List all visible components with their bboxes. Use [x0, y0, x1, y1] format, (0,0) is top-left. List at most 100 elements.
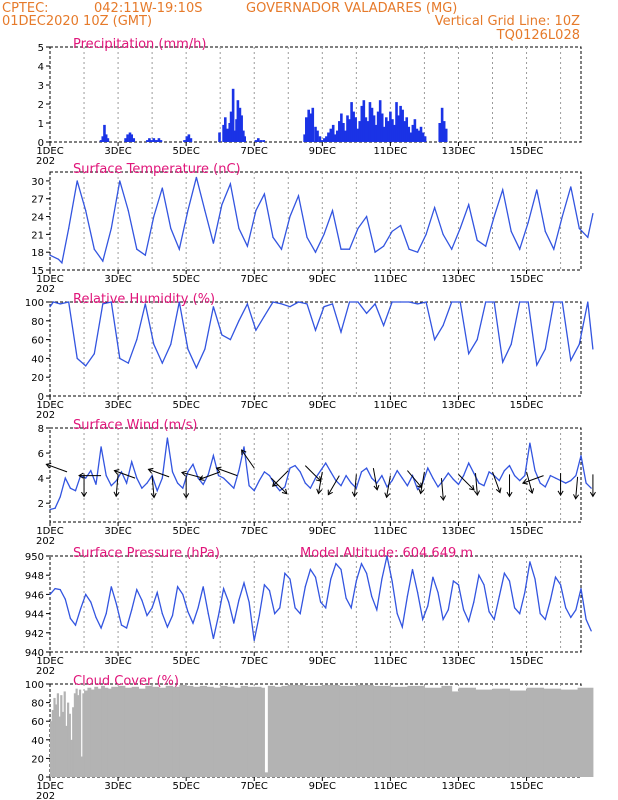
data-point [376, 609, 378, 611]
x-tick-label: 11DEC [374, 274, 408, 285]
precip-bar [335, 130, 339, 142]
data-point [131, 461, 133, 463]
data-point [110, 586, 112, 588]
precip-bar [399, 105, 402, 142]
x-tick-label: 11DEC [374, 400, 408, 411]
precip-bar [318, 136, 322, 142]
data-point [64, 598, 66, 600]
data-point [330, 471, 332, 473]
wind-arrow [353, 474, 357, 497]
data-point [289, 578, 291, 580]
header-init-date: 01DEC2020 10Z (GMT) [2, 14, 152, 29]
data-point [221, 334, 223, 336]
data-point [510, 230, 512, 232]
data-point [217, 614, 220, 617]
data-point [166, 626, 169, 628]
cloud-bar [82, 693, 85, 777]
data-point [49, 593, 51, 596]
y-tick-label: 3 [38, 81, 44, 92]
precip-bar [440, 107, 444, 142]
data-point [391, 480, 393, 482]
cloud-bar [492, 688, 511, 777]
data-point [69, 617, 72, 620]
data-point [151, 607, 153, 609]
data-point [314, 251, 317, 253]
data-point [432, 576, 434, 578]
wind-arrow [420, 471, 425, 494]
data-point [553, 248, 555, 250]
header-grid-line: Vertical Grid Line: 10Z [435, 14, 580, 29]
wind-arrow-head [327, 489, 333, 496]
cloud-bar [274, 686, 282, 777]
data-point [422, 618, 424, 620]
precip-bar [132, 138, 136, 142]
cloud-bar [97, 688, 102, 777]
x-tick-label: 1DEC [36, 146, 63, 157]
data-point [59, 589, 61, 591]
data-point [539, 613, 541, 615]
panel-frame [49, 427, 582, 523]
precip-bar [150, 140, 153, 142]
data-point [243, 582, 245, 584]
wind-arrow-head [180, 470, 187, 477]
series-line [49, 177, 594, 265]
x-year-label: 202 [36, 536, 55, 547]
x-tick-label: 11DEC [374, 526, 408, 537]
data-point [161, 362, 163, 364]
data-point [93, 248, 95, 250]
header-station: GOVERNADOR VALADARES (MG) [246, 1, 457, 16]
data-point [115, 603, 117, 605]
cloud-bar [356, 684, 374, 777]
data-point [212, 454, 214, 457]
precip-bar [415, 128, 419, 142]
x-year-label: 202 [36, 156, 55, 167]
precip-bar [372, 115, 376, 142]
data-point [544, 348, 546, 350]
data-point [417, 251, 419, 253]
data-point [306, 236, 308, 238]
data-point [314, 477, 317, 479]
cloud-bar [305, 685, 323, 777]
precip-bar [187, 134, 191, 142]
y-tick-label: 27 [31, 195, 44, 206]
precip-bar [387, 121, 390, 142]
data-point [197, 477, 199, 479]
data-point [202, 483, 204, 485]
data-point [146, 614, 148, 617]
cloud-bar [80, 756, 83, 777]
data-point [493, 301, 495, 303]
data-point [519, 480, 521, 482]
wind-arrow-head [241, 449, 247, 456]
data-point [485, 301, 487, 303]
x-tick-label: 15DEC [510, 526, 544, 537]
precip-bar [124, 138, 127, 142]
data-point [447, 609, 449, 611]
data-point [554, 477, 557, 479]
wind-arrow-head [495, 487, 502, 494]
cloud-bar [73, 693, 77, 777]
data-point [253, 639, 255, 642]
data-point [559, 584, 562, 586]
wind-arrow [372, 468, 378, 490]
precip-bar [238, 107, 242, 142]
data-point [297, 301, 300, 303]
data-point [408, 248, 410, 250]
data-point [478, 574, 480, 576]
data-point [192, 463, 194, 465]
wind-arrow-head [215, 466, 222, 473]
data-point [146, 482, 148, 484]
wind-arrow [115, 474, 119, 497]
data-point [457, 584, 460, 586]
y-tick-label: 4 [38, 474, 44, 485]
data-point [452, 478, 454, 480]
cloud-bar [441, 685, 453, 777]
cloud-bar [131, 686, 139, 777]
data-point [585, 618, 587, 620]
data-point [258, 480, 260, 482]
data-point [74, 624, 77, 626]
precip-bar [153, 140, 157, 142]
precip-bar [226, 128, 229, 142]
data-point [468, 462, 470, 464]
data-point [153, 215, 155, 218]
x-tick-label: 9DEC [309, 781, 336, 792]
